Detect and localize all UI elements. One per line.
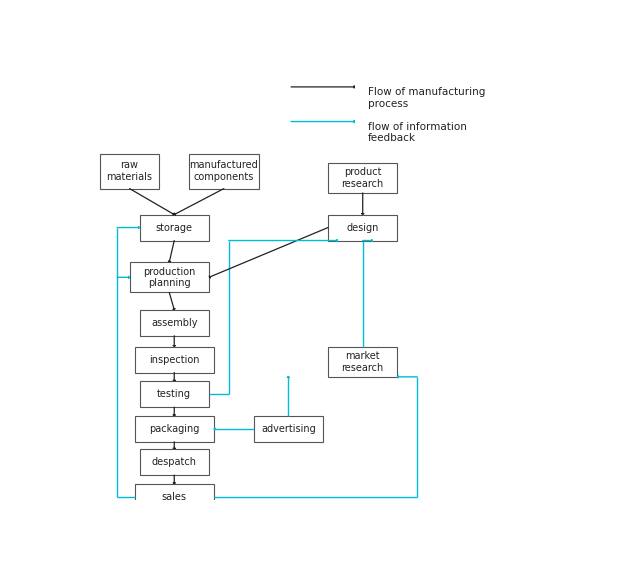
- Text: product
research: product research: [342, 167, 384, 189]
- Text: packaging: packaging: [149, 424, 200, 434]
- FancyBboxPatch shape: [328, 347, 397, 377]
- Text: testing: testing: [157, 389, 191, 399]
- FancyBboxPatch shape: [140, 310, 209, 336]
- FancyBboxPatch shape: [100, 154, 159, 189]
- FancyBboxPatch shape: [134, 484, 214, 510]
- FancyBboxPatch shape: [140, 215, 209, 241]
- FancyBboxPatch shape: [134, 416, 214, 442]
- Text: market
research: market research: [342, 351, 384, 373]
- Text: flow of information
feedback: flow of information feedback: [367, 121, 467, 143]
- FancyBboxPatch shape: [129, 262, 209, 292]
- FancyBboxPatch shape: [140, 449, 209, 475]
- FancyBboxPatch shape: [189, 154, 259, 189]
- Text: despatch: despatch: [152, 457, 196, 467]
- Text: storage: storage: [156, 223, 193, 233]
- FancyBboxPatch shape: [328, 162, 397, 193]
- Text: advertising: advertising: [261, 424, 316, 434]
- FancyBboxPatch shape: [253, 416, 323, 442]
- Text: manufactured
components: manufactured components: [189, 161, 258, 182]
- Text: inspection: inspection: [149, 355, 200, 365]
- Text: assembly: assembly: [151, 318, 198, 328]
- Text: sales: sales: [162, 492, 187, 502]
- Text: design: design: [346, 223, 379, 233]
- Text: raw
materials: raw materials: [107, 161, 152, 182]
- Text: Flow of manufacturing
process: Flow of manufacturing process: [367, 87, 485, 108]
- FancyBboxPatch shape: [140, 381, 209, 407]
- FancyBboxPatch shape: [134, 347, 214, 373]
- FancyBboxPatch shape: [328, 215, 397, 241]
- Text: production
planning: production planning: [143, 266, 195, 288]
